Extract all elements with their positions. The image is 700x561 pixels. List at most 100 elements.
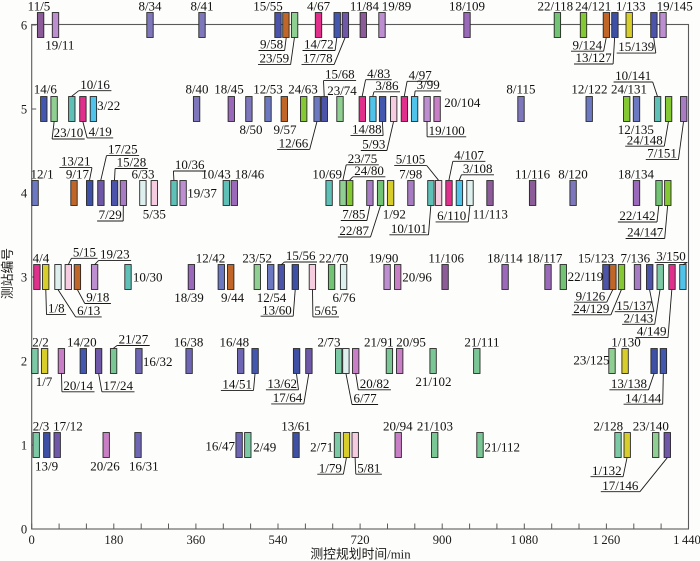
svg-text:24/63: 24/63: [288, 81, 318, 96]
svg-text:13/127: 13/127: [576, 50, 613, 65]
svg-text:12/122: 12/122: [571, 81, 607, 96]
svg-text:18/109: 18/109: [449, 0, 485, 13]
svg-text:17/24: 17/24: [103, 378, 133, 393]
svg-text:17/64: 17/64: [273, 390, 303, 405]
svg-text:22/118: 22/118: [537, 0, 573, 13]
svg-text:23/59: 23/59: [260, 51, 290, 66]
svg-text:13/61: 13/61: [281, 418, 311, 433]
svg-text:360: 360: [186, 533, 205, 547]
svg-text:18/45: 18/45: [214, 81, 244, 96]
svg-text:17/78: 17/78: [303, 51, 333, 66]
svg-text:7/98: 7/98: [399, 166, 422, 181]
svg-text:11/113: 11/113: [473, 207, 508, 222]
svg-text:8/40: 8/40: [185, 81, 208, 96]
svg-text:5/105: 5/105: [396, 152, 426, 167]
svg-text:17/25: 17/25: [108, 142, 138, 157]
svg-text:24/80: 24/80: [354, 163, 384, 178]
svg-text:20/96: 20/96: [402, 269, 432, 284]
svg-text:720: 720: [351, 533, 370, 547]
svg-text:20/26: 20/26: [90, 458, 120, 473]
svg-text:1/132: 1/132: [592, 463, 622, 478]
svg-text:21/27: 21/27: [119, 332, 149, 347]
svg-text:9/58: 9/58: [260, 37, 283, 52]
svg-text:22/87: 22/87: [339, 223, 369, 238]
svg-text:18/46: 18/46: [235, 166, 265, 181]
svg-text:10/101: 10/101: [391, 221, 427, 236]
svg-text:18/39: 18/39: [174, 290, 204, 305]
svg-text:5/65: 5/65: [314, 303, 337, 318]
svg-text:5/93: 5/93: [362, 137, 385, 152]
svg-text:14/88: 14/88: [352, 122, 382, 137]
svg-text:16/38: 16/38: [174, 334, 204, 349]
svg-text:21/111: 21/111: [464, 334, 499, 349]
svg-text:8/120: 8/120: [558, 166, 588, 181]
svg-text:1/79: 1/79: [319, 460, 342, 475]
svg-text:8/50: 8/50: [239, 122, 262, 137]
svg-text:20/104: 20/104: [444, 95, 481, 110]
svg-text:15/68: 15/68: [325, 67, 355, 82]
svg-text:12/54: 12/54: [257, 290, 287, 305]
svg-text:6: 6: [21, 18, 27, 32]
svg-text:4/4: 4/4: [33, 250, 50, 265]
svg-text:4/107: 4/107: [454, 147, 484, 162]
svg-text:1/92: 1/92: [383, 207, 406, 222]
svg-text:17/12: 17/12: [53, 418, 83, 433]
svg-text:21/91: 21/91: [364, 334, 394, 349]
svg-text:8/115: 8/115: [506, 81, 535, 96]
svg-text:18/134: 18/134: [618, 166, 655, 181]
svg-text:2/2: 2/2: [32, 334, 49, 349]
svg-text:10/141: 10/141: [615, 68, 651, 83]
svg-text:14/72: 14/72: [304, 37, 334, 52]
svg-text:8/34: 8/34: [138, 0, 162, 13]
svg-text:1/133: 1/133: [616, 0, 646, 13]
svg-text:6/110: 6/110: [437, 208, 466, 223]
svg-text:2: 2: [21, 354, 27, 368]
svg-text:18/114: 18/114: [487, 250, 523, 265]
svg-text:23/74: 23/74: [327, 83, 357, 98]
svg-text:22/70: 22/70: [319, 250, 349, 265]
svg-text:16/31: 16/31: [129, 458, 159, 473]
svg-text:21/102: 21/102: [415, 374, 451, 389]
svg-text:11/84: 11/84: [350, 0, 380, 13]
svg-text:19/90: 19/90: [369, 250, 399, 265]
svg-text:7/151: 7/151: [647, 146, 677, 161]
svg-text:14/144: 14/144: [625, 390, 662, 405]
svg-text:3/150: 3/150: [656, 249, 686, 264]
svg-text:180: 180: [104, 533, 123, 547]
svg-text:5/15: 5/15: [73, 244, 96, 259]
svg-text:20/94: 20/94: [383, 418, 413, 433]
svg-text:18/117: 18/117: [527, 250, 563, 265]
svg-text:19/100: 19/100: [429, 123, 465, 138]
svg-text:1 440: 1 440: [673, 533, 700, 547]
svg-text:10/30: 10/30: [133, 270, 163, 285]
svg-text:4/149: 4/149: [637, 324, 667, 339]
svg-text:6/77: 6/77: [354, 391, 378, 406]
svg-text:13/138: 13/138: [611, 376, 647, 391]
svg-text:16/48: 16/48: [219, 334, 249, 349]
svg-text:24/148: 24/148: [627, 132, 663, 147]
svg-text:19/23: 19/23: [100, 247, 130, 262]
svg-text:4/67: 4/67: [307, 0, 331, 13]
svg-text:9/17: 9/17: [66, 166, 90, 181]
svg-text:1 260: 1 260: [593, 533, 621, 547]
svg-text:5/81: 5/81: [357, 460, 380, 475]
svg-text:15/123: 15/123: [578, 250, 614, 265]
svg-text:5: 5: [21, 102, 27, 116]
svg-text:1/8: 1/8: [48, 301, 65, 316]
svg-text:1/7: 1/7: [36, 374, 53, 389]
svg-text:19/11: 19/11: [45, 37, 74, 52]
svg-text:540: 540: [269, 533, 288, 547]
svg-text:21/103: 21/103: [417, 418, 453, 433]
svg-text:13/21: 13/21: [61, 154, 91, 169]
svg-text:5/35: 5/35: [143, 207, 166, 222]
svg-text:1/130: 1/130: [611, 334, 641, 349]
svg-text:0: 0: [21, 522, 27, 536]
svg-text:20/82: 20/82: [360, 376, 390, 391]
svg-text:9/44: 9/44: [221, 290, 245, 305]
svg-text:23/75: 23/75: [348, 151, 378, 166]
svg-text:2/128: 2/128: [593, 418, 623, 433]
svg-text:3/99: 3/99: [417, 77, 440, 92]
svg-text:12/66: 12/66: [279, 136, 309, 151]
svg-text:24/121: 24/121: [575, 0, 611, 13]
svg-text:4: 4: [21, 186, 28, 200]
